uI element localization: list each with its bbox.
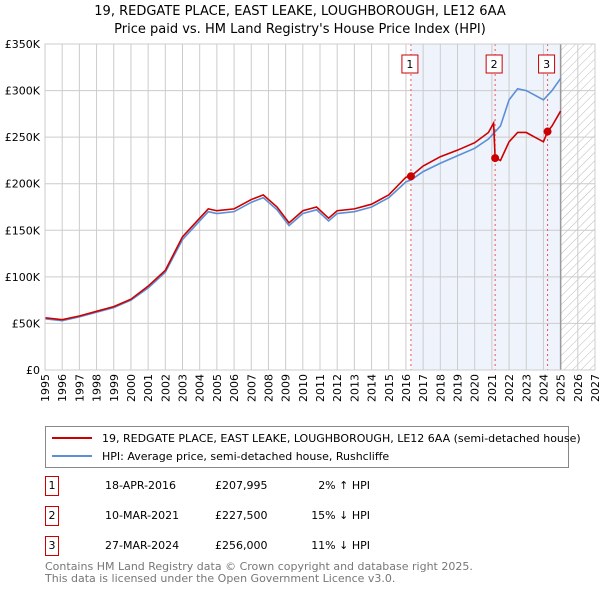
x-tick-label: 2008 xyxy=(262,374,275,402)
x-tick-label: 2014 xyxy=(366,374,379,402)
plot-frame xyxy=(44,43,596,371)
y-tick-label: £300K xyxy=(5,85,41,98)
x-tick-label: 2021 xyxy=(486,374,499,402)
y-tick-label: £150K xyxy=(5,224,41,237)
y-tick-label: £50K xyxy=(12,317,41,330)
sale-marker-badge: 1 xyxy=(45,476,59,496)
x-tick-label: 2024 xyxy=(537,374,550,402)
x-tick-label: 2007 xyxy=(245,374,258,402)
sale-row: 3 27-MAR-2024 £256,000 11% ↓ HPI xyxy=(45,536,600,556)
legend-label: HPI: Average price, semi-detached house,… xyxy=(102,449,390,463)
footer-line-1: Contains HM Land Registry data © Crown c… xyxy=(45,560,473,573)
x-tick-label: 2016 xyxy=(400,374,413,402)
sale-hpi-diff: 11% ↓ HPI xyxy=(311,539,370,552)
x-tick-label: 2013 xyxy=(348,374,361,402)
x-tick-label: 2027 xyxy=(589,374,600,402)
legend-swatch-red xyxy=(52,437,92,439)
price-chart: 1995 1996 1997 1998 1999 2000 2001 2002 2003 2004… xyxy=(5,38,600,402)
sale-date: 18-APR-2016 xyxy=(105,479,177,492)
x-tick-label: 2020 xyxy=(469,374,482,402)
sale-hpi-diff: 15% ↓ HPI xyxy=(311,509,370,522)
sale-marker-label: 1 xyxy=(406,58,413,71)
sale-marker-box xyxy=(401,54,419,74)
sale-marker-badge: 3 xyxy=(45,536,59,556)
footer-line-2: This data is licensed under the Open Gov… xyxy=(45,572,396,585)
x-tick-label: 2006 xyxy=(228,374,241,402)
sale-marker-badge: 2 xyxy=(45,506,59,526)
x-tick-label: 2000 xyxy=(125,374,138,402)
x-tick-label: 2003 xyxy=(177,374,190,402)
sale-point xyxy=(491,154,500,163)
x-tick-label: 2019 xyxy=(452,374,465,402)
sale-price: £207,995 xyxy=(215,479,268,492)
hpi-line xyxy=(44,77,562,322)
legend-item-property: 19, REDGATE PLACE, EAST LEAKE, LOUGHBORO… xyxy=(52,430,581,446)
sale-price: £256,000 xyxy=(215,539,268,552)
x-tick-label: 1999 xyxy=(108,374,121,402)
x-tick-label: 2025 xyxy=(555,374,568,402)
sale-marker-label: 2 xyxy=(491,58,498,71)
x-tick-label: 1997 xyxy=(73,374,86,402)
x-tick-label: 2010 xyxy=(297,374,310,402)
x-tick-label: 2015 xyxy=(383,374,396,402)
x-tick-label: 2017 xyxy=(417,374,430,402)
sale-price: £227,500 xyxy=(215,509,268,522)
x-tick-label: 2009 xyxy=(280,374,293,402)
sale-point xyxy=(543,127,552,136)
sale-row: 1 18-APR-2016 £207,995 2% ↑ HPI xyxy=(45,476,600,496)
x-tick-label: 2023 xyxy=(520,374,533,402)
sale-marker-box xyxy=(538,54,556,74)
chart-title: 19, REDGATE PLACE, EAST LEAKE, LOUGHBORO… xyxy=(94,4,506,19)
y-tick-label: £250K xyxy=(5,131,41,144)
x-tick-label: 1998 xyxy=(91,374,104,402)
sale-row: 2 10-MAR-2021 £227,500 15% ↓ HPI xyxy=(45,506,600,526)
ownership-shading xyxy=(410,44,561,370)
x-tick-label: 2002 xyxy=(159,374,172,402)
x-tick-label: 2022 xyxy=(503,374,516,402)
x-tick-label: 2004 xyxy=(194,374,207,402)
x-tick-label: 2011 xyxy=(314,374,327,402)
price-paid-line xyxy=(44,110,562,321)
x-tick-label: 1995 xyxy=(39,374,52,402)
x-tick-label: 1996 xyxy=(56,374,69,402)
footer: Contains HM Land Registry data © Crown c… xyxy=(45,561,473,585)
legend-swatch-blue xyxy=(52,455,92,457)
x-tick-label: 2001 xyxy=(142,374,155,402)
x-tick-label: 2026 xyxy=(572,374,585,402)
sale-marker-label: 3 xyxy=(543,58,550,71)
sale-hpi-diff: 2% ↑ HPI xyxy=(318,479,370,492)
x-tick-label: 2018 xyxy=(434,374,447,402)
chart-subtitle: Price paid vs. HM Land Registry's House … xyxy=(114,22,486,37)
legend-label: 19, REDGATE PLACE, EAST LEAKE, LOUGHBORO… xyxy=(102,431,581,445)
legend-item-hpi: HPI: Average price, semi-detached house,… xyxy=(52,448,389,464)
legend: 19, REDGATE PLACE, EAST LEAKE, LOUGHBORO… xyxy=(45,426,581,468)
y-tick-label: £200K xyxy=(5,178,41,191)
sale-date: 27-MAR-2024 xyxy=(105,539,180,552)
y-tick-label: £100K xyxy=(5,271,41,284)
y-tick-label: £0 xyxy=(26,364,40,377)
y-tick-label: £350K xyxy=(5,38,41,51)
sale-point xyxy=(406,172,415,181)
x-tick-label: 2005 xyxy=(211,374,224,402)
sale-marker-box xyxy=(485,54,503,74)
sale-date: 10-MAR-2021 xyxy=(105,509,180,522)
x-tick-label: 2012 xyxy=(331,374,344,402)
